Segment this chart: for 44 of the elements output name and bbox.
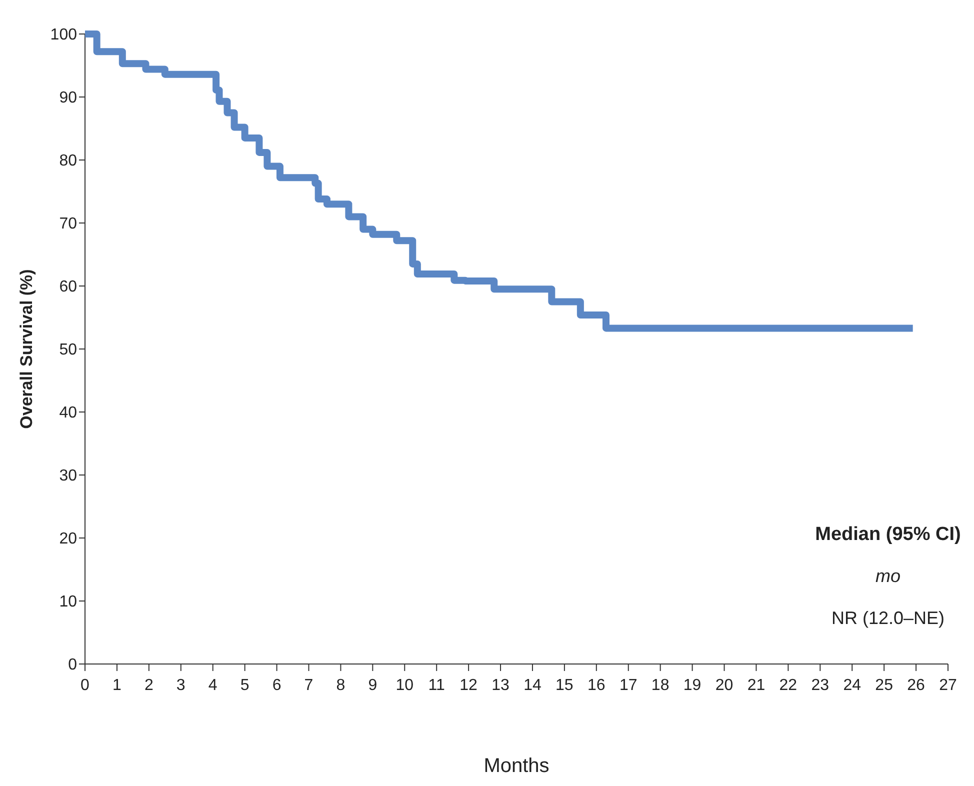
y-tick-label: 40	[59, 404, 78, 422]
y-tick-label: 100	[50, 26, 78, 44]
x-tick-label: 6	[272, 677, 282, 694]
x-tick-label: 27	[939, 677, 957, 694]
x-tick-label: 25	[875, 677, 894, 694]
x-tick-label: 23	[811, 677, 830, 694]
x-tick-label: 17	[619, 677, 638, 694]
x-tick-label: 4	[208, 677, 218, 694]
x-tick-label: 26	[907, 677, 926, 694]
x-tick-label: 15	[556, 677, 574, 694]
x-tick-label: 24	[843, 677, 862, 694]
x-tick-label: 2	[144, 677, 154, 694]
y-tick-label: 60	[59, 278, 78, 296]
y-tick-label: 80	[59, 152, 78, 170]
y-tick-label: 30	[59, 468, 78, 485]
x-tick-label: 3	[176, 677, 186, 694]
x-tick-label: 5	[240, 677, 250, 694]
x-tick-label: 11	[428, 677, 445, 694]
annotation: mo	[875, 566, 901, 586]
x-tick-label: 20	[715, 677, 734, 694]
x-tick-label: 1	[112, 677, 122, 694]
x-tick-label: 8	[336, 677, 346, 694]
y-tick-label: 70	[59, 216, 78, 233]
y-tick-label: 10	[59, 594, 78, 611]
x-tick-label: 22	[779, 677, 798, 694]
y-axis-title: Overall Survival (%)	[17, 269, 36, 429]
x-tick-label: 12	[460, 677, 478, 694]
x-tick-label: 13	[492, 677, 510, 694]
y-tick-label: 0	[68, 656, 78, 674]
x-tick-label: 18	[651, 677, 670, 694]
y-tick-label: 20	[59, 530, 78, 548]
x-tick-label: 14	[524, 677, 542, 694]
x-tick-label: 9	[368, 677, 378, 694]
x-tick-label: 19	[683, 677, 702, 694]
annotation: Median (95% CI)	[815, 524, 961, 545]
x-axis-title: Months	[484, 755, 550, 777]
x-tick-label: 16	[588, 677, 606, 694]
x-tick-label: 7	[304, 677, 314, 694]
x-tick-label: 21	[747, 677, 766, 694]
y-tick-label: 50	[59, 342, 78, 359]
x-tick-label: 10	[396, 677, 414, 694]
x-tick-label: 0	[80, 677, 90, 694]
y-tick-label: 90	[59, 90, 78, 107]
annotation: NR (12.0–NE)	[831, 608, 945, 628]
